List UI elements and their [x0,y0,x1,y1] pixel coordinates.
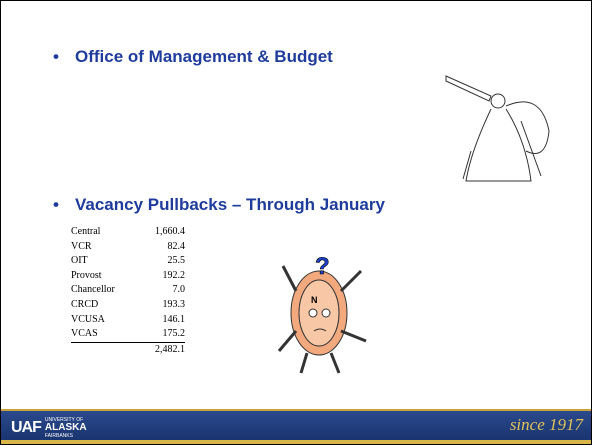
unit-name: Provost [71,269,102,281]
table-row: CRCD 193.3 [71,298,185,313]
table-row: Chancellor 7.0 [71,283,185,298]
amount: 192.2 [162,269,186,281]
spacer [71,341,139,358]
amount: 146.1 [162,313,186,325]
angel [445,75,550,182]
bullet-text: Vacancy Pullbacks – Through January [75,195,385,214]
logo-mark: UAF [11,419,42,436]
table-row: VCR 82.4 [71,240,185,255]
table-row: VCUSA 146.1 [71,313,185,328]
illustrations: N ? [277,75,550,374]
unit-name: Central [71,226,101,237]
question-face: N ? [277,253,367,374]
table-row: Provost 192.2 [71,269,185,284]
svg-text:?: ? [315,253,330,280]
unit-name: OIT [71,255,88,267]
svg-text:N: N [311,295,318,305]
bullet-text: Office of Management & Budget [75,47,333,66]
footer: UAF UNIVERSITY OF ALASKA FAIRBANKS since 1… [1,409,591,444]
unit-name: CRCD [71,298,99,310]
bullet: • Vacancy Pullbacks – Through January [53,195,385,214]
logo: UAF UNIVERSITY OF ALASKA FAIRBANKS [11,417,87,439]
unit-name: VCUSA [71,313,105,325]
total: 2,482.1 [138,341,185,358]
unit-name: Chancellor [71,284,115,296]
unit-name: VCR [71,240,92,252]
logo-text: ALASKA [44,422,87,433]
vacancy-table: Central 1,660.4 VCR 82.4 OIT 25.5 Provost 192.2… [71,225,185,358]
bullet: • Office of Management & Budget [53,47,333,66]
gold-strip [1,440,591,444]
logo-text: UNIVERSITY OF [44,417,84,423]
amount: 1,660.4 [155,226,185,237]
total-row: 2,482.1 [71,341,185,358]
amount: 7.0 [172,284,186,296]
table-row: OIT 25.5 [71,254,185,269]
tagline: since 1917 [509,415,583,434]
logo-text: FAIRBANKS [44,433,73,439]
amount: 25.5 [167,255,186,267]
amount: 82.4 [167,240,186,252]
amount: 193.3 [162,298,186,310]
table-row: Central 1,660.4 [71,225,185,240]
